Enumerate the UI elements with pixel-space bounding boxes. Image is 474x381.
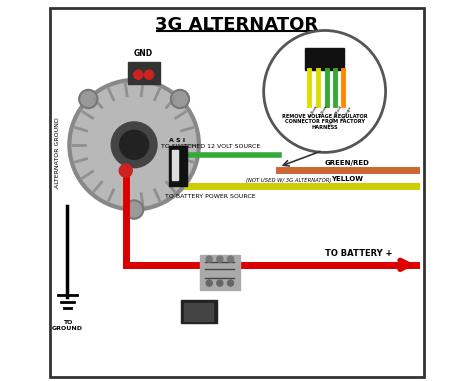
Text: Yellow: Yellow [309, 105, 319, 118]
Text: A S I: A S I [169, 138, 185, 143]
Bar [172, 150, 178, 180]
Circle shape [264, 30, 385, 152]
Bar [128, 62, 160, 84]
Text: REMOVE VOLTAGE REGULATOR
CONNECTOR FROM FACTORY
HARNESS: REMOVE VOLTAGE REGULATOR CONNECTOR FROM … [282, 114, 367, 130]
Circle shape [171, 90, 189, 108]
Text: TO BATTERY +: TO BATTERY + [325, 249, 392, 258]
Circle shape [206, 256, 212, 262]
Bar [305, 48, 345, 70]
Circle shape [217, 256, 223, 262]
Circle shape [111, 122, 157, 168]
Text: TO BATTERY POWER SOURCE: TO BATTERY POWER SOURCE [165, 194, 255, 199]
Text: (NOT USED W/ 3G ALTERNATOR): (NOT USED W/ 3G ALTERNATOR) [246, 178, 331, 183]
Text: GND: GND [134, 49, 153, 58]
Text: YELLOW: YELLOW [331, 176, 364, 182]
Text: Orange: Orange [342, 105, 353, 121]
Text: 3G ALTERNATOR: 3G ALTERNATOR [155, 16, 319, 34]
Bar [200, 255, 240, 290]
Text: GREEN/RED: GREEN/RED [325, 160, 370, 166]
Circle shape [228, 256, 234, 262]
Circle shape [206, 280, 212, 286]
Text: TO
GROUND: TO GROUND [52, 320, 83, 331]
Bar [181, 300, 217, 323]
Circle shape [119, 164, 132, 177]
Circle shape [145, 70, 154, 79]
Text: Green/Red: Green/Red [328, 105, 344, 127]
Circle shape [134, 70, 143, 79]
Circle shape [79, 90, 98, 108]
Bar [184, 303, 213, 321]
Text: Yellow: Yellow [319, 105, 329, 118]
Circle shape [119, 130, 149, 159]
Text: TO SWITCHED 12 VOLT SOURCE: TO SWITCHED 12 VOLT SOURCE [161, 144, 260, 149]
Circle shape [217, 280, 223, 286]
Circle shape [228, 280, 234, 286]
Circle shape [125, 200, 143, 219]
Circle shape [69, 80, 199, 210]
Bar [169, 146, 187, 186]
Text: ALTERNATOR GROUND: ALTERNATOR GROUND [55, 117, 60, 188]
